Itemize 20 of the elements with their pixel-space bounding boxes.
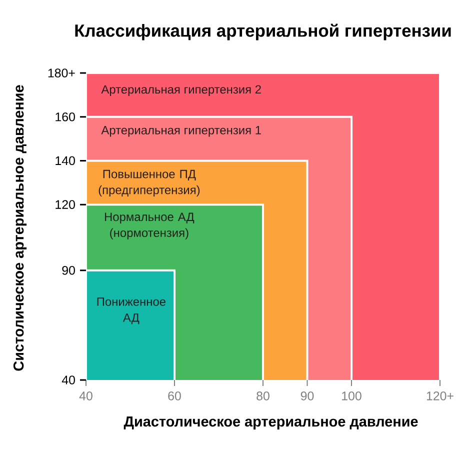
series-label: Пониженное АД: [97, 298, 166, 324]
series-label: Нормальное АД (нормотензия): [105, 212, 194, 240]
series-label: Повышенное ПД (предгипертензия): [98, 170, 200, 197]
x-axis-title: Диастолическое артериальное давление: [124, 416, 418, 430]
x-tick-label: 90: [300, 392, 314, 400]
x-tick-label: 120+: [426, 392, 454, 400]
y-axis-title: Систолическое артериальное давление: [13, 85, 27, 371]
y-tick-label: 140: [56, 156, 75, 166]
series-label: Артериальная гипертензия 1: [101, 126, 261, 137]
x-tick-label: 100: [342, 392, 362, 400]
y-tick-label: 160: [56, 112, 75, 122]
y-tick-label: 180+: [48, 68, 75, 78]
x-tick-label: 60: [168, 392, 181, 400]
x-tick-label: 80: [256, 392, 270, 400]
series-label: Артериальная гипертензия 2: [101, 85, 261, 96]
y-tick-label: 40: [62, 376, 75, 384]
chart-title: Классификация артериальной гипертензии: [75, 24, 451, 40]
y-tick-label: 120: [56, 200, 75, 209]
x-tick-label: 40: [79, 392, 92, 400]
y-tick-label: 90: [62, 266, 75, 275]
